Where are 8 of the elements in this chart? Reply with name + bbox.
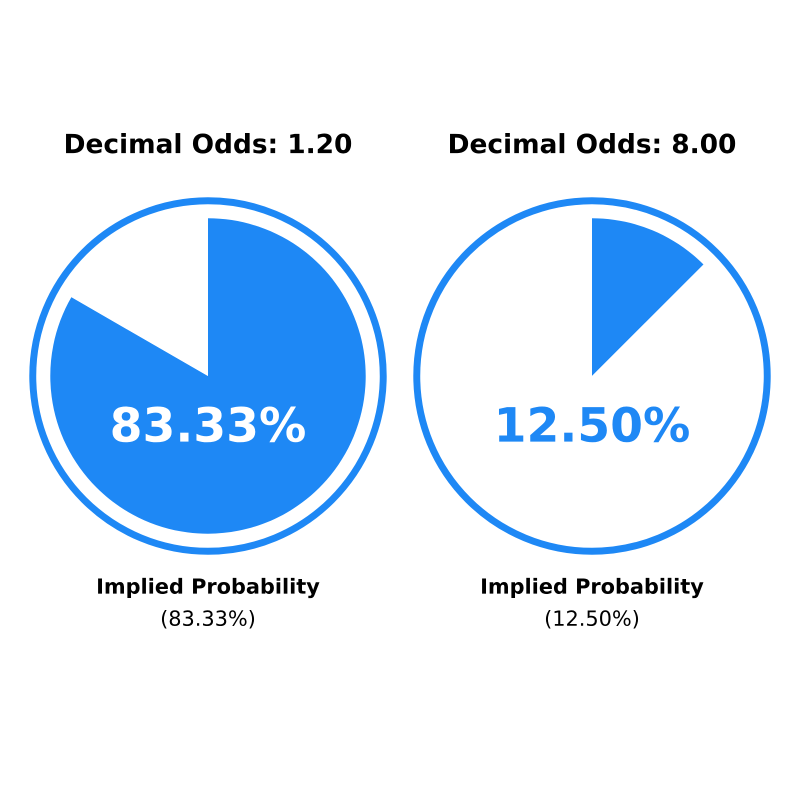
chart-title: Decimal Odds: 1.20 bbox=[66, 133, 352, 154]
text: 83.33% bbox=[112, 406, 305, 442]
text: (83.33%) bbox=[162, 610, 254, 628]
chart-title: Decimal Odds: 8.00 bbox=[450, 133, 736, 154]
text: Implied Probability bbox=[98, 578, 320, 598]
text: 12.50% bbox=[498, 406, 689, 442]
text: Implied Probability bbox=[482, 578, 704, 598]
text: (12.50%) bbox=[546, 610, 638, 628]
